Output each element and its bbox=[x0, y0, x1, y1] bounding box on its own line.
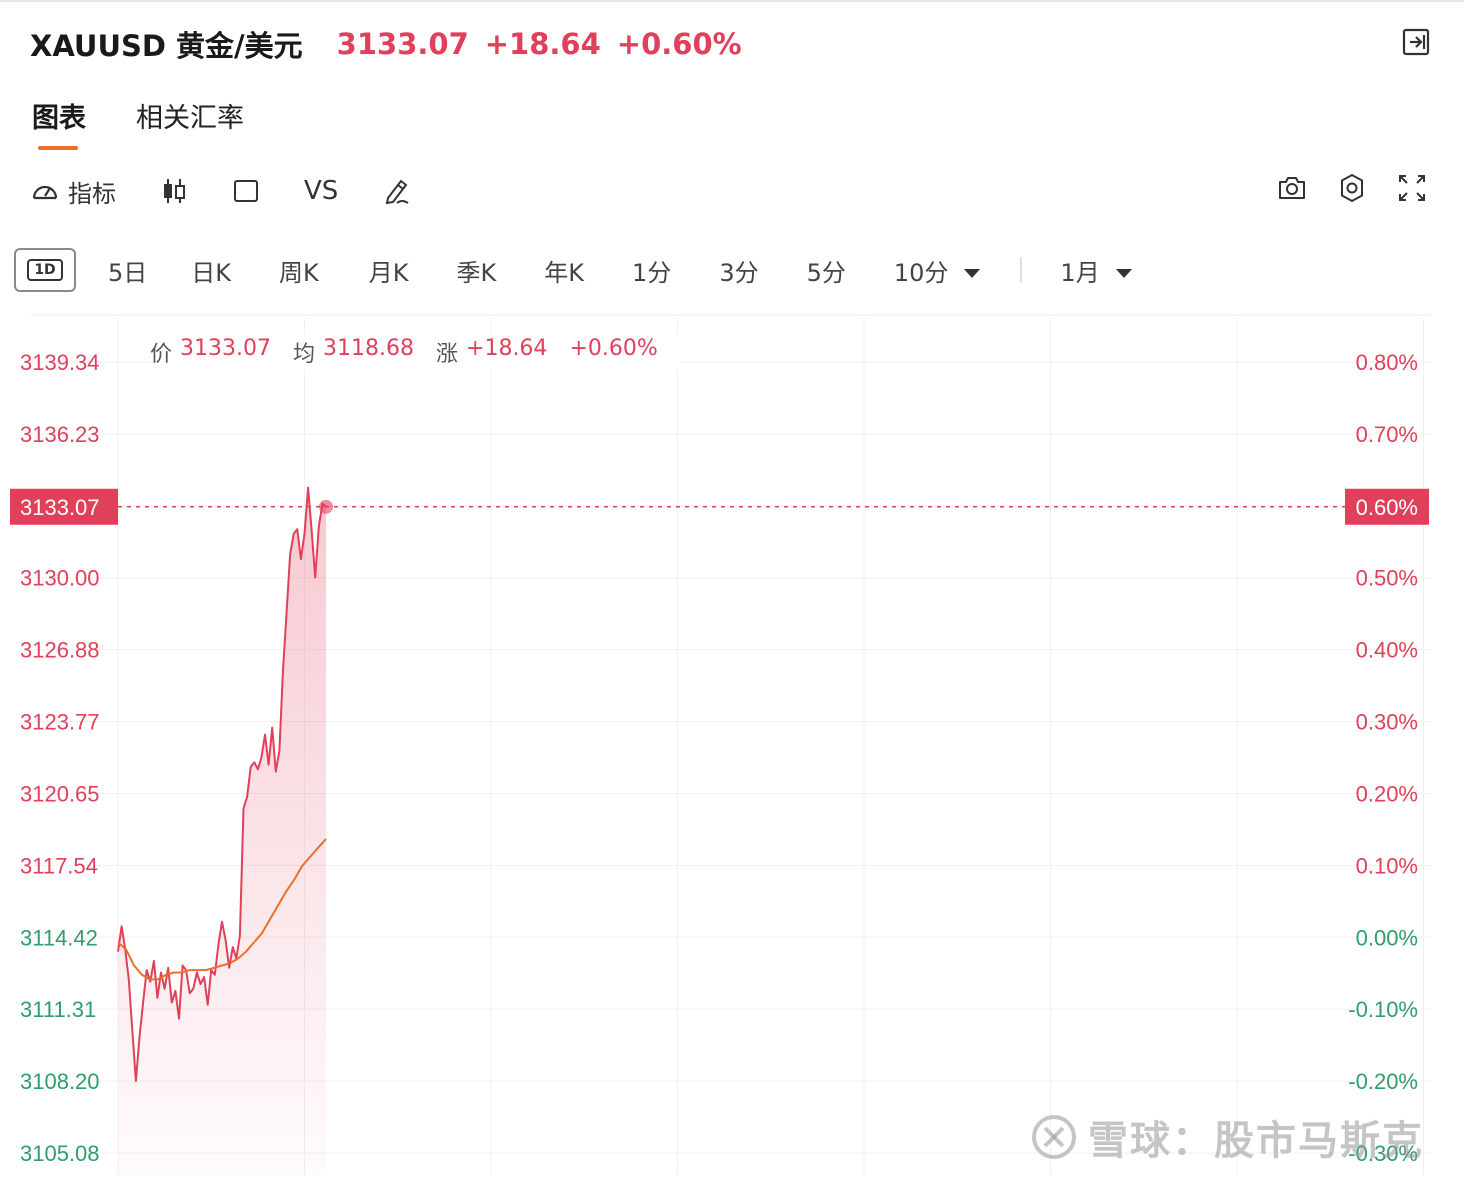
left-axis-tick: 3126.88 bbox=[20, 638, 100, 663]
info-price-value: 3133.07 bbox=[180, 336, 271, 361]
chart-type-button[interactable] bbox=[160, 176, 188, 206]
right-axis-tick: 0.40% bbox=[1356, 638, 1418, 663]
info-pct-value: +0.60% bbox=[569, 336, 658, 361]
left-axis-tick: 3108.20 bbox=[20, 1069, 100, 1094]
tab-chart[interactable]: 图表 bbox=[32, 96, 86, 150]
candlestick-icon bbox=[164, 179, 185, 203]
chart-toolbar: 指标 VS bbox=[30, 170, 456, 212]
chart-right-tools bbox=[1276, 172, 1456, 206]
current-price-tag: 3133.07 bbox=[20, 495, 100, 520]
left-axis-tick: 3114.42 bbox=[20, 925, 98, 950]
interval-dropdown-label: 10分 bbox=[893, 258, 949, 287]
info-avg-key: 均 bbox=[293, 342, 316, 367]
period-week-k[interactable]: 周K bbox=[279, 258, 319, 287]
tab-bar: 图表 相关汇率 bbox=[32, 96, 294, 150]
left-axis-tick: 3136.23 bbox=[20, 422, 100, 447]
layout-button[interactable] bbox=[232, 177, 260, 205]
range-dropdown[interactable]: 1月 bbox=[1060, 253, 1132, 288]
square-icon bbox=[234, 180, 258, 202]
period-quarter-k[interactable]: 季K bbox=[456, 258, 497, 287]
camera-icon bbox=[1279, 177, 1305, 199]
pencil-icon bbox=[386, 179, 409, 205]
gear-icon bbox=[1341, 174, 1363, 202]
right-axis-tick: -0.20% bbox=[1348, 1069, 1418, 1094]
period-1d-label: 1D bbox=[27, 259, 63, 281]
right-axis-tick: 0.00% bbox=[1356, 925, 1418, 950]
left-axis-tick: 3139.34 bbox=[20, 350, 100, 375]
tab-related-rates[interactable]: 相关汇率 bbox=[136, 96, 244, 135]
period-5min[interactable]: 5分 bbox=[806, 258, 846, 287]
indicator-label: 指标 bbox=[68, 179, 116, 208]
period-3min[interactable]: 3分 bbox=[719, 258, 759, 287]
period-5d[interactable]: 5日 bbox=[108, 258, 148, 287]
settings-button[interactable] bbox=[1336, 172, 1370, 206]
right-axis-tick: 0.10% bbox=[1356, 853, 1418, 878]
left-axis-tick: 3130.00 bbox=[20, 566, 100, 591]
current-pct-tag-bg bbox=[1345, 488, 1429, 525]
current-price-dot bbox=[319, 499, 333, 514]
gauge-icon bbox=[32, 185, 58, 200]
top-border bbox=[0, 0, 1464, 2]
tab-active-indicator bbox=[38, 146, 78, 150]
left-axis-tick: 3117.54 bbox=[20, 853, 98, 878]
fullscreen-button[interactable] bbox=[1396, 172, 1430, 206]
left-axis-tick: 3111.31 bbox=[20, 997, 96, 1022]
info-change-key: 涨 bbox=[436, 342, 459, 367]
info-avg-value: 3118.68 bbox=[323, 336, 414, 361]
screenshot-button[interactable] bbox=[1276, 172, 1310, 206]
average-line bbox=[117, 838, 327, 981]
exit-icon bbox=[1402, 28, 1430, 56]
period-selector: 1D 5日 日K 周K 月K 季K 年K 1分 3分 5分 10分 1月 bbox=[14, 246, 1132, 294]
range-dropdown-label: 1月 bbox=[1060, 258, 1100, 287]
compare-label: VS bbox=[304, 176, 339, 206]
right-axis-tick: -0.30% bbox=[1348, 1141, 1418, 1166]
price-change: +18.64 bbox=[484, 27, 601, 61]
right-axis-tick: -0.10% bbox=[1348, 997, 1418, 1022]
symbol-title: XAUUSD 黄金/美元 bbox=[30, 29, 303, 63]
current-pct-tag: 0.60% bbox=[1356, 495, 1418, 520]
snowball-logo-icon bbox=[1032, 1115, 1076, 1159]
compare-button[interactable]: VS bbox=[304, 176, 338, 206]
right-axis-tick: 0.70% bbox=[1356, 422, 1418, 447]
quote-header: XAUUSD 黄金/美元 3133.07 +18.64 +0.60% bbox=[30, 22, 742, 66]
right-axis-tick: 0.50% bbox=[1356, 566, 1418, 591]
period-year-k[interactable]: 年K bbox=[544, 258, 585, 287]
right-axis-tick: 0.80% bbox=[1356, 350, 1418, 375]
price-area-fill bbox=[118, 487, 326, 1176]
right-axis-tick: 0.30% bbox=[1356, 710, 1418, 735]
current-price-tag-bg bbox=[10, 488, 118, 525]
chart-axes: 3139.34 3136.23 3130.00 3126.88 3123.77 3120.… bbox=[10, 350, 1429, 1166]
period-1min[interactable]: 1分 bbox=[632, 258, 672, 287]
left-axis-tick: 3120.65 bbox=[20, 781, 100, 806]
price-change-pct: +0.60% bbox=[616, 27, 742, 61]
info-change-value: +18.64 bbox=[466, 336, 548, 361]
period-month-k[interactable]: 月K bbox=[368, 258, 409, 287]
caret-down-icon bbox=[1115, 269, 1132, 278]
period-day-k[interactable]: 日K bbox=[191, 258, 232, 287]
chart-marks bbox=[117, 486, 1345, 1176]
watermark: 雪球：股市马斯克 bbox=[1030, 1108, 1424, 1166]
price-line bbox=[117, 486, 327, 1082]
tab-related-rates-label: 相关汇率 bbox=[136, 103, 244, 134]
last-price: 3133.07 bbox=[336, 27, 469, 61]
period-divider bbox=[1020, 257, 1023, 283]
left-axis-tick: 3105.08 bbox=[20, 1141, 100, 1166]
interval-dropdown[interactable]: 10分 bbox=[894, 253, 981, 288]
intraday-chart[interactable]: 3139.34 3136.23 3130.00 3126.88 3123.77 3120.… bbox=[0, 300, 1464, 1180]
period-1d[interactable]: 1D bbox=[14, 248, 76, 292]
draw-button[interactable] bbox=[382, 176, 412, 206]
indicator-button[interactable]: 指标 bbox=[30, 174, 116, 209]
info-price-key: 价 bbox=[150, 342, 173, 367]
exit-fullscreen-button[interactable] bbox=[1400, 26, 1432, 58]
expand-icon bbox=[1399, 175, 1425, 201]
crosshair-info-bar: 价 3133.07 均 3118.68 涨 +18.64 +0.60% bbox=[150, 334, 680, 370]
caret-down-icon bbox=[964, 269, 981, 278]
left-axis-tick: 3123.77 bbox=[20, 710, 100, 735]
watermark-text: 雪球：股市马斯克 bbox=[1088, 1118, 1424, 1164]
right-axis-tick: 0.20% bbox=[1356, 781, 1418, 806]
tab-chart-label: 图表 bbox=[32, 103, 86, 134]
